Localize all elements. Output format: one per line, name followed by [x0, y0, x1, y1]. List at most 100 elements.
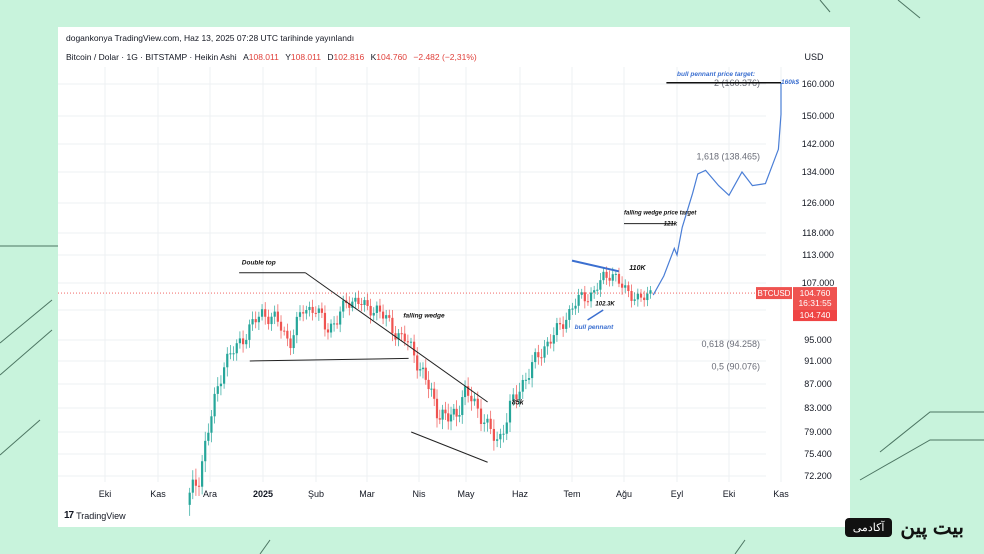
candle-body: [627, 285, 630, 292]
bull-pennant-label: bull pennant: [575, 324, 614, 331]
candle-body: [435, 398, 439, 419]
candle-body: [188, 492, 191, 505]
candle-body: [639, 293, 643, 298]
candle-body: [197, 485, 201, 487]
candle-body: [552, 335, 555, 344]
axis-layer: USD 72.200 75.400 79.000 83.000 87.000 91.000 9…: [99, 52, 837, 499]
candle-body: [270, 316, 273, 325]
annotation-layer: Double top falling wedge 85k falling wedge …: [239, 71, 799, 463]
breakout-85-label: 85k: [512, 399, 525, 406]
candle-body: [602, 271, 605, 281]
candle-body: [320, 308, 323, 313]
candle-body: [326, 329, 330, 333]
candle-body: [298, 312, 302, 317]
candle-body: [611, 274, 614, 281]
candle-body: [276, 311, 279, 322]
price-tick-label: 142.000: [802, 139, 835, 149]
candle-body: [470, 395, 473, 402]
candle-body: [593, 290, 596, 293]
high-value: 108.011: [290, 52, 321, 62]
brand-badge: آکادمی: [844, 518, 893, 537]
candle-body: [388, 315, 391, 318]
candle-layer: [188, 266, 652, 516]
candle-body: [385, 315, 388, 319]
candle-body: [245, 339, 248, 345]
candle-body: [409, 341, 413, 343]
pennant-target-value: 160k$: [781, 79, 799, 86]
brand-logo: آکادمی بیت پین: [844, 515, 964, 540]
candle-body: [235, 343, 238, 354]
change-value: −2.482 (−2,31%): [413, 52, 477, 62]
candle-body: [391, 317, 394, 334]
candle-body: [204, 440, 207, 462]
candle-body: [416, 355, 419, 371]
candle-body: [608, 277, 611, 281]
time-tick-label: May: [457, 489, 475, 499]
price-tag-value: 104.760: [800, 288, 831, 298]
candle-body: [565, 319, 568, 329]
published-line: dogankonya TradingView.com, Haz 13, 2025…: [66, 33, 355, 43]
candle-body: [534, 352, 537, 363]
candle-body: [363, 300, 366, 305]
candle-body: [229, 353, 232, 355]
time-tick-label: Ağu: [616, 489, 632, 499]
candle-body: [412, 341, 416, 356]
candle-body: [216, 386, 219, 394]
candle-body: [596, 289, 599, 291]
candlestick-chart: 2 (160.376)1,618 (138.465)0,618 (94.258)…: [58, 52, 837, 516]
fib-level-label: 0,5 (90.076): [711, 361, 760, 371]
wedge-upper-line: [305, 272, 488, 403]
fib-level-label: 1,618 (138.465): [696, 151, 760, 161]
candle-body: [580, 292, 583, 295]
price-tick-label: 75.400: [804, 449, 832, 459]
candle-body: [512, 394, 515, 401]
candle-body: [264, 309, 267, 317]
candle-body: [342, 300, 345, 312]
tradingview-footer[interactable]: 17 TradingView: [64, 510, 126, 521]
projection-path: [652, 82, 782, 296]
falling-wedge-label: falling wedge: [403, 313, 445, 320]
candle-body: [574, 305, 577, 309]
candle-body: [369, 305, 372, 316]
price-tick-label: 150.000: [802, 111, 835, 121]
candle-body: [461, 397, 464, 416]
candle-body: [643, 297, 646, 301]
price-tick-label: 113.000: [802, 250, 834, 260]
candle-body: [473, 398, 476, 402]
pennant-target-label: bull pennant price target:: [677, 71, 755, 78]
fib-layer: 2 (160.376)1,618 (138.465)0,618 (94.258)…: [58, 78, 788, 371]
candle-body: [649, 290, 652, 294]
candle-body: [222, 367, 226, 384]
candle-body: [210, 416, 213, 433]
time-tick-label: Kas: [150, 489, 166, 499]
price-tick-label: 126.000: [802, 198, 835, 208]
candle-body: [636, 293, 639, 300]
candle-body: [348, 303, 351, 308]
candle-body: [254, 319, 257, 323]
candle-body: [455, 408, 458, 417]
candle-body: [339, 311, 342, 325]
candle-body: [624, 285, 627, 288]
candle-body: [351, 301, 354, 308]
high-label: Y: [285, 52, 291, 62]
chart-card: 2 (160.376) 1,618 (138.465) 0,618 (94.258)…: [58, 27, 850, 527]
time-tick-label: 2025: [253, 489, 273, 499]
resistance-110-label: 110K: [629, 265, 646, 272]
candle-body: [219, 383, 223, 387]
price-tick-label: 160.000: [802, 79, 835, 89]
candle-body: [403, 333, 406, 342]
candle-body: [515, 394, 518, 400]
time-tick-label: Nis: [413, 489, 426, 499]
pennant-upper-line: [571, 259, 620, 273]
candle-body: [486, 418, 489, 423]
candle-body: [372, 312, 375, 316]
candle-body: [599, 280, 602, 290]
candle-body: [283, 330, 286, 332]
price-tick-label: 107.000: [802, 278, 835, 288]
candle-body: [508, 400, 512, 423]
candle-body: [492, 428, 495, 441]
time-tick-label: Kas: [773, 489, 789, 499]
candle-body: [354, 297, 357, 302]
candle-body: [617, 273, 621, 284]
candle-body: [273, 311, 276, 317]
